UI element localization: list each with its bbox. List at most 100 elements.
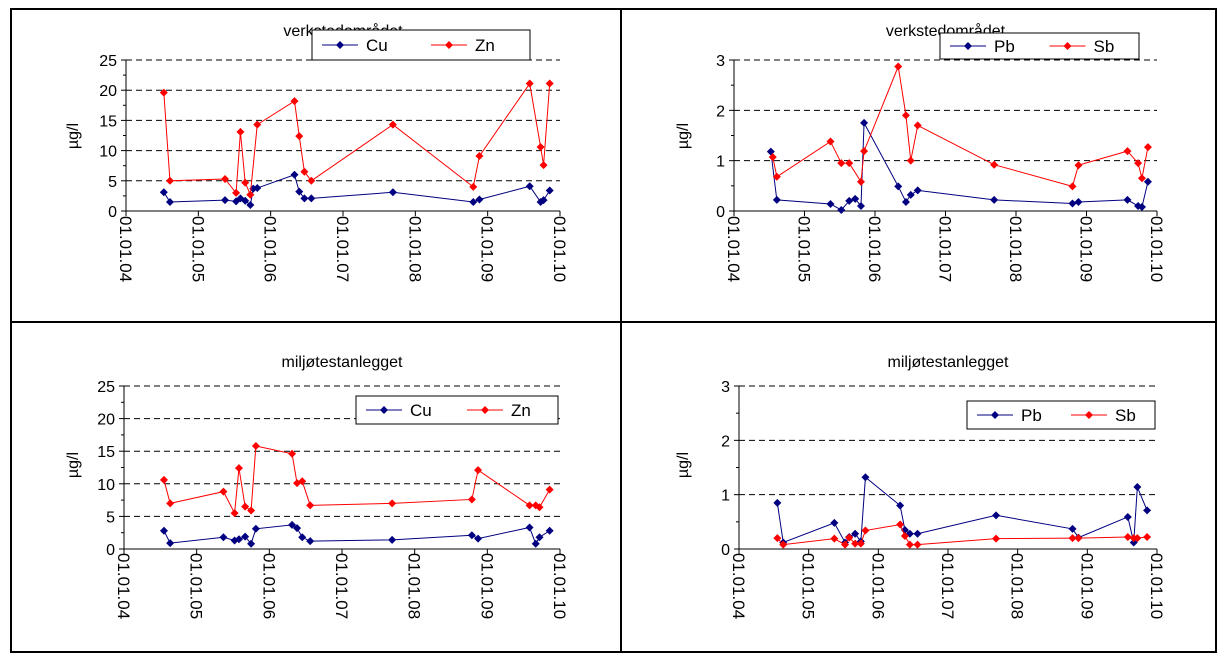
data-point-pb: [766, 147, 775, 156]
x-tick-label: 01.01.08: [1008, 553, 1027, 619]
series-line-pb: [770, 121, 1149, 211]
x-tick-label: 01.01.05: [795, 216, 814, 282]
data-point-zn: [474, 466, 483, 475]
y-tick-label: 1: [716, 154, 725, 171]
y-tick-label: 5: [106, 509, 115, 526]
x-tick-label: 01.01.04: [114, 553, 133, 619]
data-point-zn: [219, 487, 228, 496]
data-point-sb: [906, 156, 915, 165]
y-tick-label: 0: [108, 204, 117, 221]
data-point-pb: [772, 195, 781, 204]
legend-marker-pb: [964, 42, 972, 50]
legend-marker-cu: [336, 41, 344, 49]
y-axis-label: µg/l: [675, 123, 692, 149]
x-tick-label: 01.01.08: [405, 553, 424, 619]
legend-label-cu: Cu: [366, 36, 388, 55]
data-point-pb: [773, 498, 782, 507]
y-tick-label: 15: [99, 113, 117, 130]
data-point-zn: [241, 178, 250, 187]
data-point-sb: [779, 540, 788, 549]
data-point-sb: [826, 137, 835, 146]
data-point-pb: [1133, 483, 1142, 492]
series-line-sb: [772, 64, 1149, 187]
x-tick-label: 01.01.04: [116, 216, 135, 282]
series-line-sb: [776, 523, 1148, 546]
data-point-cu: [535, 533, 544, 542]
data-point-sb: [1123, 147, 1132, 156]
legend-label-sb: Sb: [1115, 406, 1136, 425]
data-point-zn: [241, 502, 250, 511]
x-tick-label: 01.01.06: [261, 216, 280, 282]
data-point-pb: [830, 518, 839, 527]
data-point-zn: [475, 152, 484, 161]
data-point-zn: [525, 79, 534, 88]
x-tick-label: 01.01.04: [729, 553, 748, 619]
data-point-cu: [241, 532, 250, 541]
data-point-zn: [298, 477, 307, 486]
y-tick-label: 25: [99, 53, 117, 70]
data-point-cu: [253, 184, 262, 193]
data-point-sb: [773, 534, 782, 543]
data-point-sb: [851, 539, 860, 548]
data-point-cu: [251, 524, 260, 533]
y-tick-label: 10: [99, 144, 117, 161]
data-point-cu: [388, 188, 397, 197]
data-point-pb: [990, 195, 999, 204]
data-point-zn: [536, 142, 545, 151]
data-point-zn: [236, 127, 245, 136]
data-point-pb: [1074, 197, 1083, 206]
data-point-zn: [469, 182, 478, 191]
chart-3: miljøtestanlegget 0 5 10 15 20 25 µg/l 01.01.04 0…: [65, 354, 569, 619]
data-point-zn: [388, 499, 397, 508]
data-point-cu: [290, 170, 299, 179]
legend-marker-pb: [991, 411, 999, 419]
data-point-sb: [1134, 159, 1143, 168]
series-line-pb: [776, 476, 1148, 544]
data-point-zn: [539, 161, 548, 170]
data-point-cu: [234, 535, 243, 544]
chart-cell-2: verkstedområdet 0 1 2 3 µg/l 01.01.04 01.01.05 0…: [622, 8, 1217, 323]
legend-label-cu: Cu: [410, 401, 432, 420]
data-point-pb: [1068, 199, 1077, 208]
data-point-sb: [992, 534, 1001, 543]
data-point-cu: [300, 194, 309, 203]
data-point-zn: [525, 501, 534, 510]
y-tick-label: 20: [97, 412, 115, 429]
data-point-zn: [246, 190, 255, 199]
data-point-pb: [856, 201, 865, 210]
data-point-zn: [545, 79, 554, 88]
y-tick-label: 0: [106, 542, 115, 559]
x-tick-label: 01.01.10: [550, 216, 569, 282]
data-point-sb: [861, 526, 870, 535]
data-point-sb: [901, 111, 910, 120]
x-tick-label: 01.01.10: [1147, 553, 1166, 619]
data-point-pb: [1123, 195, 1132, 204]
data-point-zn: [295, 132, 304, 141]
data-point-pb: [851, 194, 860, 203]
data-point-zn: [388, 120, 397, 129]
data-point-pb: [860, 118, 869, 127]
data-point-pb: [894, 182, 903, 191]
y-tick-label: 5: [108, 174, 117, 191]
data-point-cu: [165, 197, 174, 206]
y-axis-label: µg/l: [675, 452, 692, 478]
legend-label-pb: Pb: [1021, 406, 1042, 425]
series-line-zn: [163, 445, 551, 515]
data-point-zn: [165, 176, 174, 185]
data-point-pb: [1137, 202, 1146, 211]
data-point-cu: [288, 520, 297, 529]
legend-marker-sb: [1085, 411, 1093, 419]
chart-title: miljøtestanlegget: [888, 354, 1010, 371]
data-point-cu: [159, 188, 168, 197]
x-tick-label: 01.01.07: [938, 553, 957, 619]
data-point-pb: [992, 511, 1001, 520]
data-point-cu: [166, 539, 175, 548]
data-point-cu: [388, 535, 397, 544]
chart-cell-4: miljøtestanlegget 0 1 2 3 µg/l 01.01.04 01.01.0…: [622, 323, 1217, 653]
y-tick-label: 1: [721, 488, 730, 505]
data-point-zn: [467, 495, 476, 504]
chart-grid: verkstedområdet0510152025µg/l01.01.0401.…: [10, 8, 1217, 653]
data-point-sb: [1068, 182, 1077, 191]
y-tick-label: 3: [721, 379, 730, 396]
